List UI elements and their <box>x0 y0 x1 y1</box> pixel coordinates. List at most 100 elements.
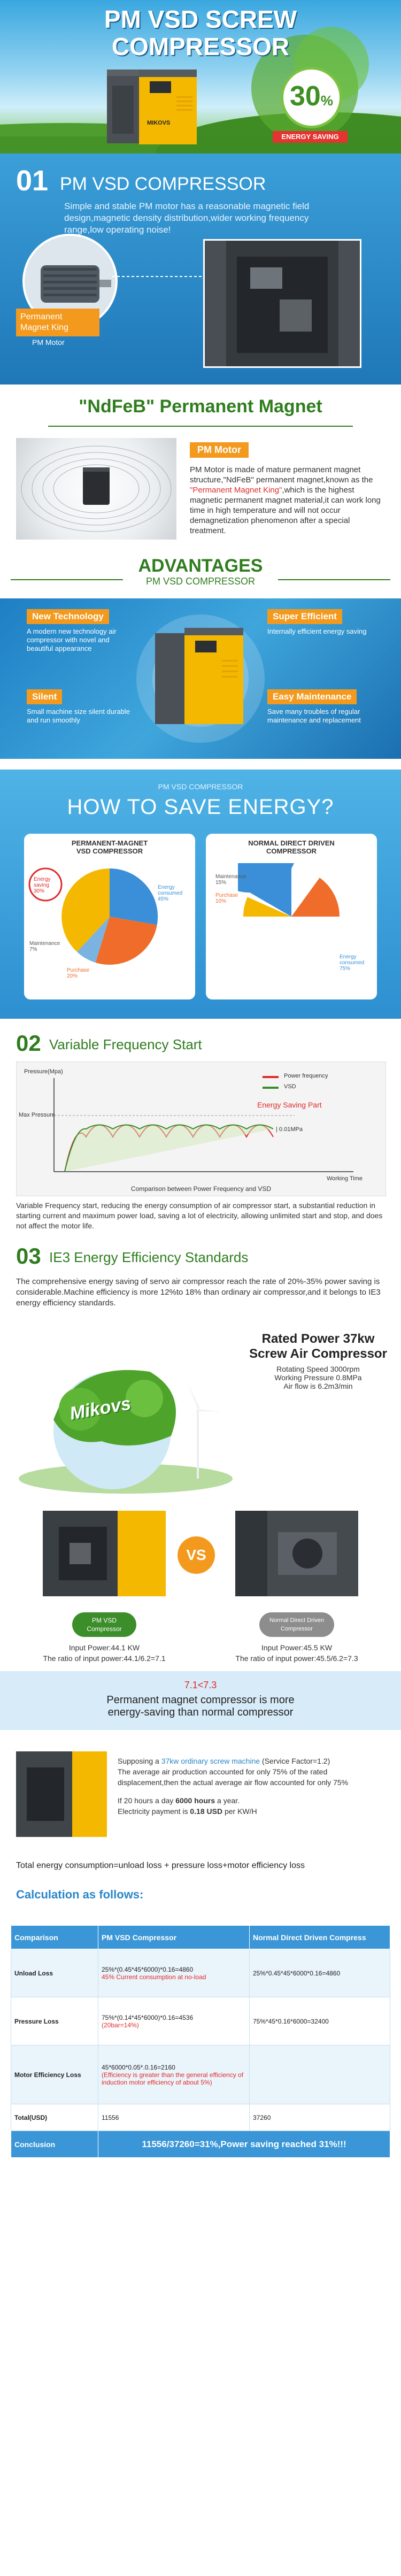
suppose-line4: Electricity payment is 0.18 USD per KW/H <box>118 1806 385 1817</box>
compressor-interior-image <box>203 239 361 368</box>
magnet-image <box>16 438 176 540</box>
advantage-title: Easy Maintenance <box>267 689 357 704</box>
save-title: HOW TO SAVE ENERGY? <box>67 795 334 819</box>
pie-slice-saving <box>61 868 110 952</box>
suppose-line1: Supposing a 37kw ordinary screw machine … <box>118 1756 385 1766</box>
percent-sign: % <box>320 93 333 109</box>
motor-caption: Permanent Magnet King <box>16 309 99 336</box>
row-normal-value: 37260 <box>249 2104 390 2131</box>
compressor-illustration <box>107 70 197 144</box>
legend-power-frequency: Power frequency <box>284 1073 328 1079</box>
label-energy: Energy consumed 45% <box>158 885 183 902</box>
percent-value: 30 <box>290 81 321 112</box>
ndfeb-title: "NdFeB" Permanent Magnet <box>79 396 322 417</box>
suppose-section: Supposing a 37kw ordinary screw machine … <box>0 1741 401 1925</box>
row-normal-value: 75%*45*0.16*6000=32400 <box>249 1997 390 2046</box>
saving-highlight-circle <box>28 867 63 902</box>
pm-value-note: (20bar=14%) <box>102 2021 139 2029</box>
hero-section: PM VSD SCREW COMPRESSOR MIKOVS 30% ENERG… <box>0 0 401 153</box>
row-normal-value <box>249 2045 390 2104</box>
conclusion-line2: energy-saving than normal compressor <box>107 1706 294 1718</box>
ndfeb-text-after: ,which is the highest magnetic permanent… <box>190 486 381 535</box>
max-pressure-label: Max Pressure <box>19 1112 55 1118</box>
x-axis-label: Working Time <box>327 1175 363 1182</box>
row-pm-value: 45*6000*0.05*.0.16=2160 (Efficiency is gr… <box>98 2045 250 2104</box>
hero-compressor-image: MIKOVS <box>107 64 198 147</box>
table-row: Total(USD) 11556 37260 <box>11 2104 390 2131</box>
suppose-line4-bold: 0.18 USD <box>190 1807 223 1816</box>
chart-caption: Comparison between Power Frequency and V… <box>130 1185 272 1193</box>
suppose-line1-pre: Supposing a <box>118 1757 161 1765</box>
advantage-item-silent: Silent Small machine size silent durable… <box>27 689 134 725</box>
conclusion-label: Conclusion <box>11 2131 98 2158</box>
vfs-chart-svg <box>53 1076 353 1172</box>
vfs-description: Variable Frequency start, reducing the e… <box>16 1201 383 1230</box>
hero-machine-brand: MIKOVS <box>147 120 171 126</box>
advantage-title: Super Efficient <box>267 609 342 624</box>
row-normal-value: 25%*0.45*45*6000*0.16=4860 <box>249 1949 390 1997</box>
vfs-chart: Power frequency VSD Pressure(Mpa) Max Pr… <box>16 1062 386 1196</box>
normal-compressor-illustration <box>235 1511 358 1596</box>
table-row: Motor Efficiency Loss 45*6000*0.05*.0.16… <box>11 2045 390 2104</box>
normal-pie-chart <box>238 863 340 917</box>
connector-line <box>112 276 209 277</box>
pm-motor-illustration <box>41 265 111 303</box>
advantage-text: Small machine size silent durable and ru… <box>27 708 130 724</box>
suppose-line3-bold: 6000 hours <box>175 1796 215 1805</box>
conclusion-line1: Permanent magnet compressor is more <box>106 1694 295 1706</box>
advantage-text: A modern new technology air compressor w… <box>27 627 117 652</box>
motor-caption-line1: Permanent <box>20 312 63 321</box>
row-pm-value: 25%*(0.45*45*6000)*0.16=4860 45% Current … <box>98 1949 250 1997</box>
ndfeb-description: PM Motor is made of mature permanent mag… <box>190 465 382 536</box>
pie-card-title-line2: COMPRESSOR <box>266 847 317 855</box>
pm-pie-chart <box>61 868 158 965</box>
pie-card-pm: PERMANENT-MAGNET VSD COMPRESSOR Energy s… <box>24 834 195 999</box>
advantage-item-super-efficient: Super Efficient Internally efficient ene… <box>267 609 374 636</box>
suppose-line4-post: per KW/H <box>222 1807 257 1816</box>
pie-slice-maintenance <box>77 917 110 963</box>
advantages-subtitle: PM VSD COMPRESSOR <box>145 576 256 587</box>
pm-value-note: 45% Current consumption at no-load <box>102 1973 206 1981</box>
advantages-title: ADVANTAGES <box>138 556 263 576</box>
calc-title: Calculation as follows: <box>16 1888 144 1901</box>
section-number: 02 <box>16 1031 41 1056</box>
rated-power-line1: Rated Power 37kw <box>261 1332 375 1346</box>
pie-card-title: NORMAL DIRECT DRIVEN COMPRESSOR <box>206 839 377 855</box>
comparison-table-section: Comparison PM VSD Compressor Normal Dire… <box>0 1925 401 2576</box>
pie-slice-maintenance <box>291 878 340 917</box>
table-header-row: Comparison PM VSD Compressor Normal Dire… <box>11 1925 390 1949</box>
suppose-line3-post: a year. <box>215 1796 240 1805</box>
pm-label-line2: Compressor <box>87 1625 122 1633</box>
pie-card-title-line2: VSD COMPRESSOR <box>76 847 143 855</box>
spec-working-pressure: Working Pressure 0.8MPa <box>274 1373 362 1382</box>
motor-caption-line2: Magnet King <box>20 323 68 332</box>
label-saving: Energy saving 30% <box>34 876 51 894</box>
pie-slice-energy <box>238 863 294 917</box>
suppose-line2: The average air production accounted for… <box>118 1767 349 1787</box>
legend-vsd: VSD <box>284 1083 296 1090</box>
energy-saving-badge: 30% ENERGY SAVING <box>251 67 364 147</box>
pie-slice-purchase <box>95 917 157 965</box>
advantage-text: Internally efficient energy saving <box>267 627 367 635</box>
pie-slice-purchase <box>243 897 291 917</box>
row-label: Motor Efficiency Loss <box>11 2045 98 2104</box>
section-description: Simple and stable PM motor has a reasona… <box>64 201 310 235</box>
pie-slice-energy <box>110 868 158 925</box>
section-title: Variable Frequency Start <box>49 1036 202 1052</box>
label-maintenance: Maintenance 15% <box>215 874 246 886</box>
pie-card-title-line1: NORMAL DIRECT DRIVEN <box>248 839 335 847</box>
section-title: PM VSD COMPRESSOR <box>60 174 266 194</box>
motor-sub-label: PM Motor <box>32 338 65 347</box>
suppose-line3: If 20 hours a day 6000 hours a year. <box>118 1795 385 1806</box>
pm-value-text: 45*6000*0.05*.0.16=2160 <box>102 2063 175 2071</box>
vs-badge: VS <box>178 1536 215 1574</box>
pie-card-normal: NORMAL DIRECT DRIVEN COMPRESSOR Maintena… <box>206 834 377 999</box>
normal-compressor-image <box>235 1511 358 1596</box>
label-energy: Energy consumed 75% <box>340 954 365 972</box>
advantages-section: ADVANTAGES PM VSD COMPRESSOR New Technol… <box>0 556 401 770</box>
percent-circle: 30% <box>281 67 342 128</box>
row-label: Total(USD) <box>11 2104 98 2131</box>
comparison-section: VS PM VSD Compressor Normal Direct Drive… <box>0 1500 401 1741</box>
conclusion-row: Conclusion 11556/37260=31%,Power saving … <box>11 2131 390 2158</box>
hero-title: PM VSD SCREW COMPRESSOR <box>0 5 401 60</box>
